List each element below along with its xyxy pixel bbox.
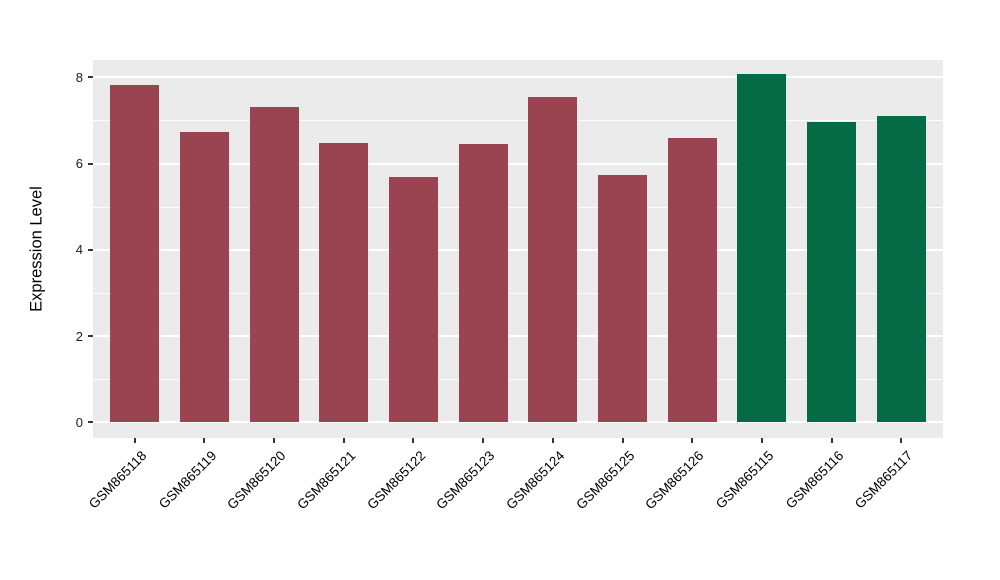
x-tick-mark	[551, 438, 554, 443]
x-tick-label-text: GSM865115	[712, 448, 777, 512]
gridline-major	[93, 162, 943, 165]
bar-GSM865126	[667, 137, 717, 423]
x-tick-label-text: GSM865125	[572, 448, 638, 513]
x-tick-mark	[830, 438, 833, 443]
y-tick-label: 8	[75, 69, 83, 85]
gridline-minor	[93, 120, 943, 122]
bar-GSM865116	[807, 121, 856, 423]
x-tick-mark	[760, 438, 763, 443]
bar-GSM865120	[249, 107, 299, 423]
x-tick-label-text: GSM865124	[503, 448, 568, 513]
bar-GSM865121	[319, 143, 369, 423]
x-tick-mark	[900, 438, 903, 443]
gridline-major	[93, 335, 943, 338]
gridline-major	[93, 421, 943, 424]
x-tick-mark	[621, 438, 624, 443]
x-tick-mark	[691, 438, 694, 443]
x-tick-label-text: GSM865120	[224, 448, 289, 513]
y-tick-mark	[88, 248, 93, 251]
x-tick-label-text: GSM865118	[85, 448, 150, 512]
bar-GSM865125	[598, 175, 647, 423]
bar-GSM865118	[110, 84, 160, 423]
plot-panel	[93, 60, 943, 438]
y-tick-label: 0	[75, 414, 83, 430]
gridline-minor	[93, 293, 943, 294]
bar-GSM865119	[180, 132, 229, 423]
x-tick-mark	[133, 438, 136, 443]
x-tick-label-text: GSM865122	[363, 448, 429, 513]
y-tick-label: 2	[75, 328, 83, 344]
bar-GSM865117	[876, 116, 926, 423]
x-tick-label-text: GSM865119	[155, 448, 220, 512]
y-tick-mark	[88, 335, 93, 338]
y-tick-label: 4	[75, 242, 83, 258]
x-tick-mark	[203, 438, 206, 443]
bar-GSM865123	[458, 144, 508, 423]
x-tick-mark	[342, 438, 345, 443]
gridline-minor	[93, 206, 943, 208]
x-tick-label-text: GSM865126	[642, 448, 707, 513]
x-tick-label-text: GSM865121	[294, 448, 359, 513]
x-tick-mark	[482, 438, 485, 443]
bar-GSM865115	[737, 74, 787, 423]
x-tick-mark	[273, 438, 276, 443]
bar-GSM865122	[389, 177, 438, 423]
x-tick-label-text: GSM865117	[852, 448, 916, 512]
x-tick-label-text: GSM865123	[433, 448, 498, 513]
x-tick-label-text: GSM865116	[782, 448, 847, 512]
gridline-major	[93, 248, 943, 251]
y-tick-mark	[88, 76, 93, 79]
gridline-minor	[93, 379, 943, 381]
y-tick-mark	[88, 162, 93, 165]
bar-GSM865124	[528, 97, 578, 423]
x-tick-mark	[412, 438, 415, 443]
y-tick-mark	[88, 421, 93, 424]
y-tick-label: 6	[75, 156, 83, 172]
gridline-major	[93, 76, 943, 79]
